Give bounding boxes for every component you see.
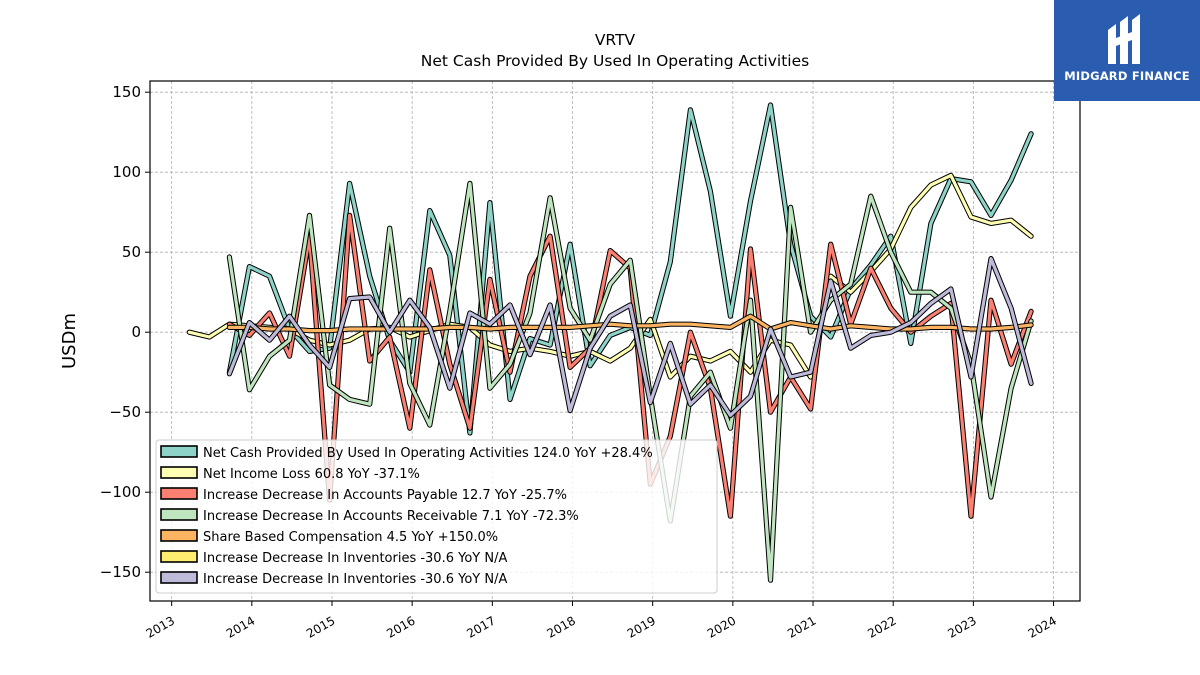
y-tick-label: 0 [131,323,141,341]
x-tick-label: 2021 [785,613,818,640]
x-tick-label: 2017 [464,613,497,640]
legend-entry-6: Increase Decrease In Inventories -30.6 Y… [203,572,507,587]
x-tick-label: 2014 [224,613,257,640]
legend-entry-5: Increase Decrease In Inventories -30.6 Y… [203,551,507,566]
x-tick-label: 2016 [384,613,417,640]
x-tick-label: 2024 [1026,613,1059,640]
x-tick-label: 2013 [144,613,177,640]
legend-entry-3: Increase Decrease In Accounts Receivable… [203,509,579,524]
x-tick-label: 2019 [625,613,658,640]
y-tick-label: −150 [100,563,141,581]
y-tick-label: 100 [112,163,141,181]
legend-swatch-5 [160,550,198,563]
legend-swatch-6 [160,571,198,584]
legend-swatch-2 [160,487,198,500]
series-line-3 [227,181,1033,582]
x-tick-label: 2020 [705,613,738,640]
legend-entry-1: Net Income Loss 60.8 YoY -37.1% [203,467,420,482]
legend-swatch-1 [160,466,198,479]
y-tick-label: 150 [112,83,141,101]
y-tick-label: 50 [122,243,141,261]
legend-swatch-4 [160,529,198,542]
x-tick-label: 2015 [304,613,337,640]
legend-swatch-0 [160,445,198,458]
y-axis-label: USDm [59,313,80,369]
logo-mark-icon [1108,14,1140,64]
midgard-finance-logo: MIDGARD FINANCE [1054,0,1200,101]
series-line-6 [227,257,1033,417]
y-tick-label: −50 [109,403,141,421]
legend-entry-2: Increase Decrease In Accounts Payable 12… [203,488,567,503]
x-tick-label: 2023 [945,613,978,640]
chart-title: VRTV [594,31,636,49]
brand-name: MIDGARD FINANCE [1064,69,1190,83]
legend-swatch-3 [160,508,198,521]
legend-entry-4: Share Based Compensation 4.5 YoY +150.0% [203,530,498,545]
series-lines [186,102,1034,583]
x-tick-label: 2022 [865,613,898,640]
x-tick-label: 2018 [545,613,578,640]
legend-box [155,439,718,594]
axes: 150 100 50 0 −50 −100 −150 2013 2014 2015 2016 2017… [59,80,1081,641]
y-tick-label: −100 [100,483,141,501]
plot-frame [149,80,1081,602]
chart-subtitle: Net Cash Provided By Used In Operating A… [420,52,810,70]
legend: Net Cash Provided By Used In Operating A… [155,439,718,594]
legend-entry-0: Net Cash Provided By Used In Operating A… [203,446,653,461]
